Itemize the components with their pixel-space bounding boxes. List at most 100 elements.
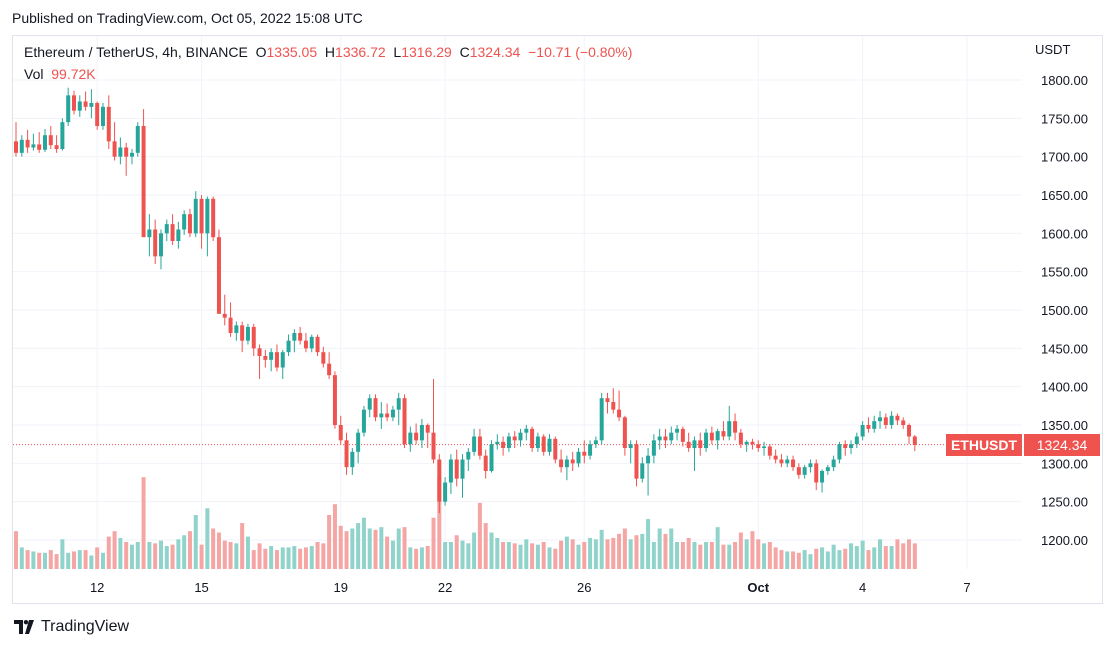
y-tick-label: 1700.00	[1041, 150, 1088, 165]
candle-body	[796, 467, 801, 475]
candle	[599, 392, 604, 445]
volume-bar	[576, 544, 581, 569]
candle-body	[309, 336, 314, 349]
candle	[657, 428, 662, 450]
candle	[762, 441, 767, 456]
volume-bar	[669, 528, 674, 569]
candle	[141, 109, 146, 238]
candle	[332, 371, 337, 429]
candle-body	[675, 428, 680, 433]
volume-bar	[321, 543, 326, 569]
candle	[466, 448, 471, 471]
volume-bar	[814, 548, 819, 569]
volume-bar	[54, 554, 59, 569]
candle-body	[454, 459, 459, 479]
candle	[750, 438, 755, 450]
candle	[112, 122, 117, 161]
y-tick-label: 1450.00	[1041, 341, 1088, 356]
candle-body	[750, 441, 755, 445]
candle	[744, 440, 749, 452]
candle	[100, 103, 105, 130]
candle	[234, 321, 239, 341]
volume-bar	[454, 535, 459, 569]
volume-bar	[721, 544, 726, 569]
footer[interactable]: TradingView	[14, 616, 129, 638]
volume-bar	[414, 548, 419, 569]
candle	[849, 440, 854, 455]
volume-bar	[744, 539, 749, 569]
high-label: H	[324, 44, 336, 60]
volume-bar	[100, 552, 105, 569]
volume-bar	[274, 550, 279, 569]
last-price-symbol-tag: ETHUSDT	[946, 434, 1022, 456]
volume-bar	[292, 546, 297, 569]
candle	[170, 214, 175, 245]
candle-body	[495, 441, 500, 445]
candle-body	[698, 440, 703, 448]
candle	[14, 122, 18, 157]
x-tick-label: 26	[577, 580, 591, 595]
volume-bar	[19, 547, 24, 569]
candle-body	[54, 145, 59, 149]
volume-bar	[205, 508, 210, 569]
candle	[361, 405, 366, 437]
candle-body	[582, 451, 587, 456]
volume-bar	[176, 539, 181, 569]
volume-bar	[269, 546, 274, 569]
volume-bar	[379, 527, 384, 569]
volume-bar	[912, 543, 917, 569]
candle	[547, 434, 552, 456]
candle-body	[385, 413, 390, 418]
volume-bar	[524, 539, 529, 569]
candle-body	[361, 409, 366, 433]
candle-body	[356, 432, 361, 452]
y-tick-label: 1500.00	[1041, 303, 1088, 318]
candle	[530, 426, 535, 452]
candle-body	[321, 352, 326, 364]
candle-body	[617, 409, 622, 418]
volume-bar	[512, 543, 517, 569]
candle	[280, 349, 285, 379]
candle	[89, 89, 94, 119]
candle	[292, 329, 297, 353]
candle-body	[530, 428, 535, 448]
candle-body	[744, 441, 749, 445]
volume-bar	[460, 540, 465, 569]
volume-bar	[332, 504, 337, 569]
close-label: C	[459, 44, 470, 60]
volume-bar	[280, 547, 285, 569]
candle	[472, 428, 477, 456]
candle	[820, 469, 825, 493]
x-tick-label: Oct	[747, 580, 769, 595]
volume-bar	[182, 535, 187, 569]
candle	[222, 294, 227, 326]
candle-body	[66, 95, 71, 123]
volume-bar	[883, 546, 888, 569]
volume-bar	[750, 531, 755, 569]
candle-body	[808, 463, 813, 468]
volume-bar	[698, 544, 703, 569]
candle	[385, 403, 390, 422]
volume-bar	[257, 543, 262, 569]
candle-body	[338, 425, 343, 441]
candle-body	[559, 459, 564, 468]
candle	[611, 388, 616, 414]
candle	[356, 428, 361, 464]
candle-body	[646, 455, 651, 464]
volume-bar	[216, 532, 221, 569]
candle	[245, 323, 250, 345]
volume-bar	[251, 550, 256, 569]
volume-bar	[675, 542, 680, 569]
candle-body	[106, 106, 111, 142]
symbol-label: Ethereum / TetherUS, 4h, BINANCE	[24, 44, 248, 60]
volume-bar	[767, 542, 772, 569]
candle-body	[234, 325, 239, 333]
candle-body	[408, 432, 413, 445]
candle-body	[472, 436, 477, 452]
candle	[396, 392, 401, 425]
candle	[286, 334, 291, 356]
volume-bar	[651, 542, 656, 569]
volume-bar	[425, 546, 430, 569]
y-tick-label: 1550.00	[1041, 265, 1088, 280]
